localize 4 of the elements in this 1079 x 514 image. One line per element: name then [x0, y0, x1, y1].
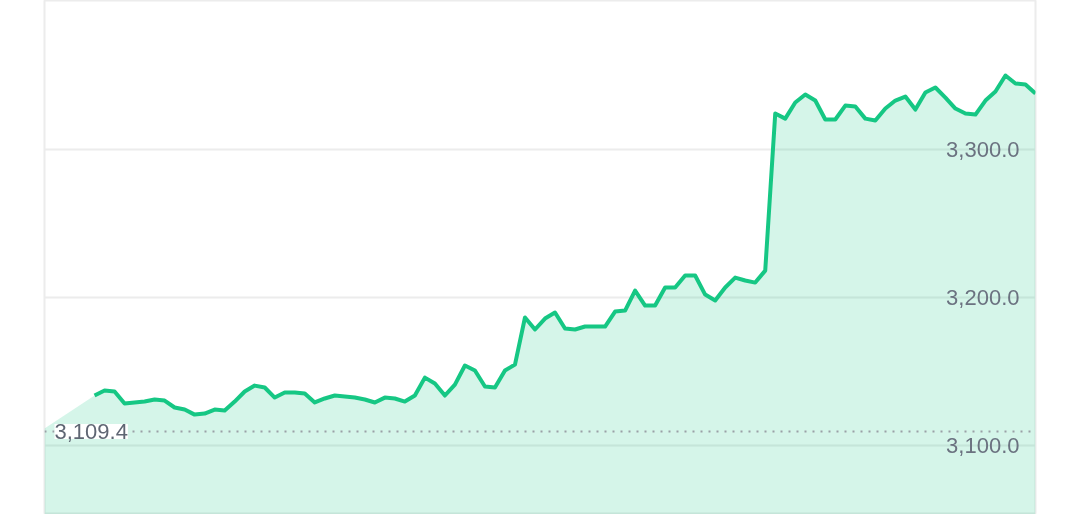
y-tick-label: 3,200.0	[946, 285, 1020, 311]
ref-line-label: 3,109.4	[54, 419, 128, 445]
y-tick-label: 3,300.0	[946, 137, 1020, 163]
y-tick-label: 3,100.0	[946, 433, 1020, 459]
